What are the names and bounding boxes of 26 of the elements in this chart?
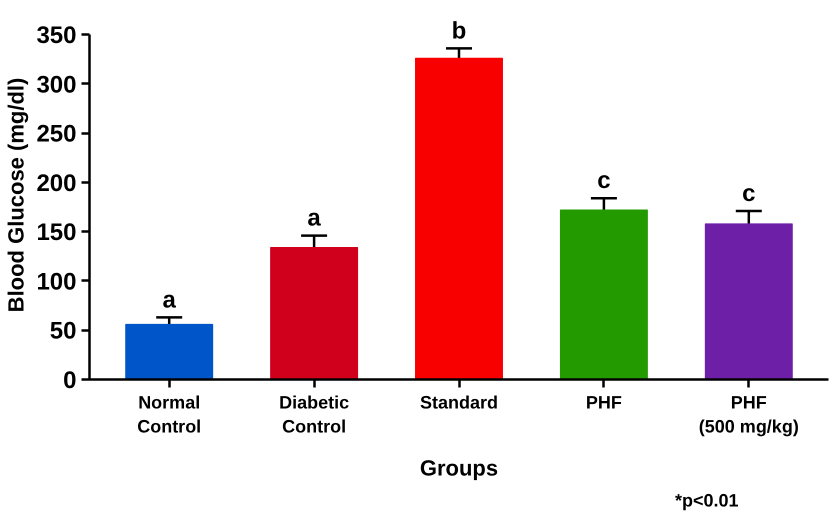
x-tick-label: PHF (500 mg/kg) xyxy=(698,392,799,436)
annotation: c xyxy=(597,167,611,194)
x-tick-label: Diabetic Control xyxy=(279,392,350,436)
bar xyxy=(560,210,648,380)
annotation: a xyxy=(307,204,322,232)
y-axis-title: Blood Glucose (mg/dl) xyxy=(3,78,28,312)
annotation: a xyxy=(162,286,177,314)
x-tick-label: Standard xyxy=(420,392,498,412)
bar xyxy=(125,324,214,380)
text: *p<0.01 xyxy=(674,490,738,510)
y-tick-label: 50 xyxy=(50,318,77,345)
bar xyxy=(704,223,793,380)
y-tick-label: 350 xyxy=(36,22,77,50)
annotation: c xyxy=(742,180,756,208)
y-tick-label: 100 xyxy=(36,268,77,296)
annotation: b xyxy=(452,17,466,44)
x-tick-label: Normal Control xyxy=(137,392,202,436)
y-tick-label: 200 xyxy=(36,170,77,197)
y-tick-label: 250 xyxy=(36,120,77,148)
bar xyxy=(415,58,503,380)
bar xyxy=(270,246,358,380)
x-tick-label: PHF xyxy=(586,392,622,412)
y-tick-label: 300 xyxy=(36,71,77,98)
x-axis-title: Groups xyxy=(420,456,498,480)
y-tick-label: 0 xyxy=(63,367,77,394)
y-tick-label: 150 xyxy=(36,219,77,246)
